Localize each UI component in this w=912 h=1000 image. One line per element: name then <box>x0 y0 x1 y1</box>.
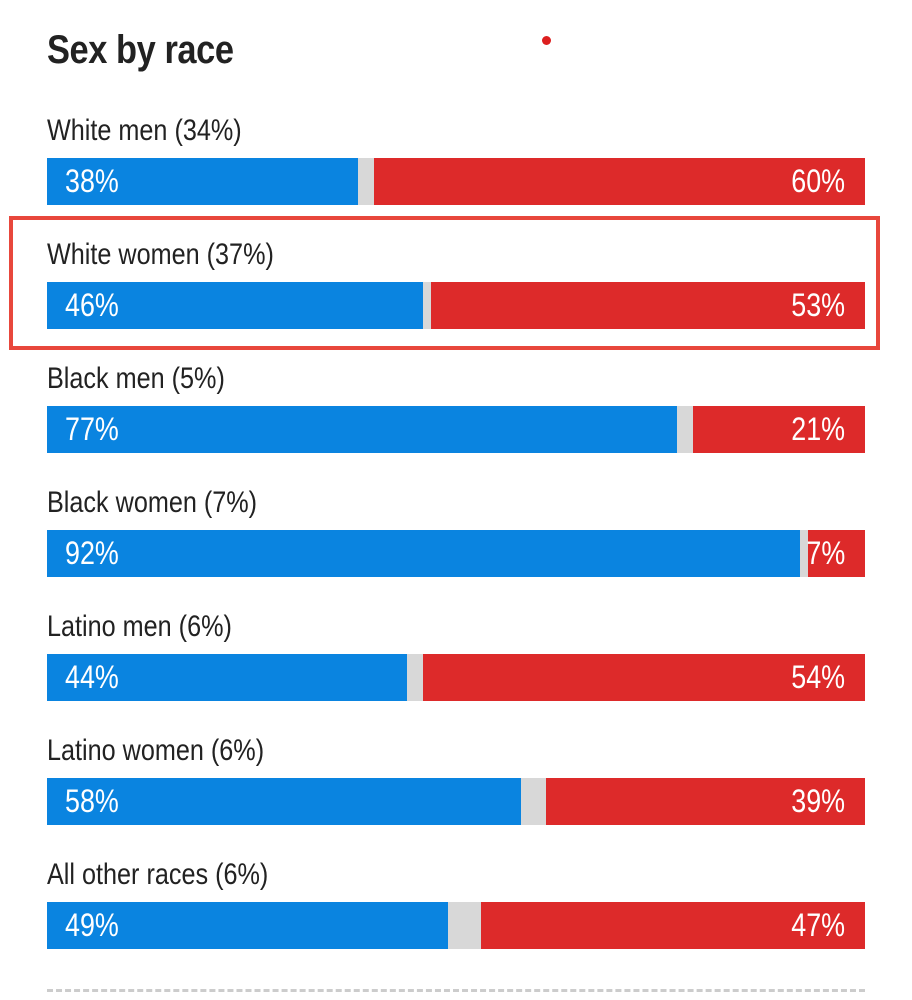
democrat-value-label: 38% <box>65 163 119 199</box>
democrat-value-label: 58% <box>65 783 119 819</box>
republican-value-label: 47% <box>791 907 845 943</box>
republican-segment <box>545 778 865 825</box>
republican-value-label: 60% <box>791 163 845 199</box>
republican-segment <box>374 158 865 205</box>
category-label: White women (37%) <box>47 238 274 271</box>
democrat-segment <box>47 902 448 949</box>
democrat-segment <box>47 530 800 577</box>
republican-segment <box>480 902 865 949</box>
other-segment <box>357 158 375 205</box>
dashed-divider <box>47 989 865 992</box>
republican-value-label: 53% <box>791 287 845 323</box>
other-segment <box>521 778 546 825</box>
republican-value-label: 21% <box>791 411 845 447</box>
republican-segment <box>807 530 865 577</box>
stacked-bar: 38% 60% <box>47 158 865 205</box>
stacked-bar: 46% 53% <box>47 282 865 329</box>
democrat-value-label: 92% <box>65 535 119 571</box>
democrat-segment <box>47 778 522 825</box>
republican-value-label: 39% <box>791 783 845 819</box>
democrat-value-label: 46% <box>65 287 119 323</box>
stacked-bar: 44% 54% <box>47 654 865 701</box>
category-label: Black men (5%) <box>47 362 225 395</box>
republican-segment <box>431 282 865 329</box>
stacked-bar: 58% 39% <box>47 778 865 825</box>
republican-value-label: 7% <box>806 535 845 571</box>
democrat-segment <box>47 406 677 453</box>
democrat-segment <box>47 654 407 701</box>
stacked-bar: 77% 21% <box>47 406 865 453</box>
live-indicator-dot <box>542 36 551 45</box>
category-label: Latino men (6%) <box>47 610 232 643</box>
democrat-value-label: 77% <box>65 411 119 447</box>
democrat-value-label: 44% <box>65 659 119 695</box>
category-label: White men (34%) <box>47 114 242 147</box>
category-label: Black women (7%) <box>47 486 258 519</box>
other-segment <box>447 902 481 949</box>
stacked-bar: 92% 7% <box>47 530 865 577</box>
republican-segment <box>693 406 865 453</box>
democrat-segment <box>47 282 424 329</box>
democrat-segment <box>47 158 358 205</box>
republican-segment <box>423 654 865 701</box>
other-segment <box>799 530 808 577</box>
chart-title: Sex by race <box>47 28 234 72</box>
category-label: Latino women (6%) <box>47 734 265 767</box>
other-segment <box>676 406 694 453</box>
category-label: All other races (6%) <box>47 858 269 891</box>
other-segment <box>406 654 424 701</box>
other-segment <box>423 282 432 329</box>
stacked-bar: 49% 47% <box>47 902 865 949</box>
republican-value-label: 54% <box>791 659 845 695</box>
democrat-value-label: 49% <box>65 907 119 943</box>
